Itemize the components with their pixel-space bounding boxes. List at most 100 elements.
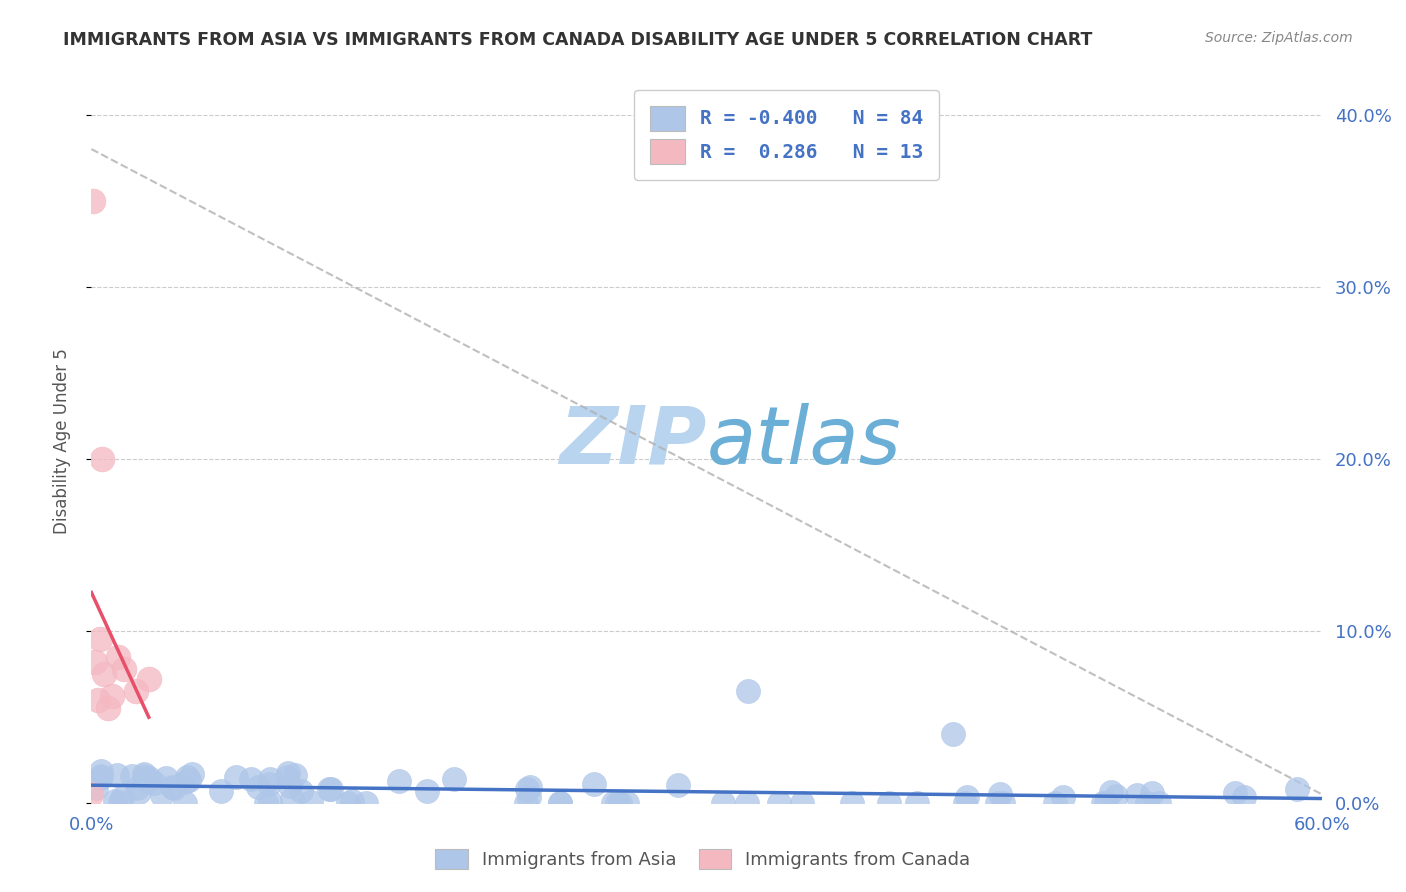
Point [177, 772, 200, 787]
Point [150, 788, 173, 802]
Point [340, 793, 363, 807]
Point [128, 784, 150, 798]
Point [142, 776, 165, 790]
Point [1136, 796, 1159, 810]
Point [942, 727, 965, 741]
Point [354, 796, 377, 810]
Point [990, 787, 1012, 801]
Point [89, 632, 111, 647]
Point [516, 782, 538, 797]
Point [986, 796, 1008, 810]
Point [121, 769, 143, 783]
Point [609, 796, 631, 810]
Legend: Immigrants from Asia, Immigrants from Canada: Immigrants from Asia, Immigrants from Ca… [426, 839, 980, 879]
Point [127, 780, 149, 795]
Point [105, 768, 128, 782]
Point [93, 666, 115, 681]
Point [737, 684, 759, 698]
Point [283, 767, 305, 781]
Point [90, 451, 112, 466]
Point [515, 796, 537, 810]
Point [1043, 796, 1066, 810]
Y-axis label: Disability Age Under 5: Disability Age Under 5 [52, 349, 70, 534]
Point [209, 784, 232, 798]
Point [225, 770, 247, 784]
Point [155, 771, 177, 785]
Point [1092, 796, 1115, 810]
Point [956, 790, 979, 805]
Point [993, 796, 1015, 810]
Text: atlas: atlas [706, 402, 901, 481]
Point [768, 796, 790, 810]
Point [841, 796, 863, 810]
Point [104, 794, 127, 808]
Point [259, 795, 281, 809]
Point [101, 689, 124, 703]
Point [519, 780, 541, 795]
Point [416, 784, 439, 798]
Point [905, 796, 928, 810]
Point [602, 796, 624, 810]
Point [97, 701, 120, 715]
Point [616, 796, 638, 810]
Point [877, 796, 900, 810]
Text: ZIP: ZIP [560, 402, 706, 481]
Point [606, 796, 628, 810]
Point [1147, 796, 1170, 810]
Point [278, 779, 301, 793]
Point [111, 791, 134, 805]
Point [443, 772, 465, 786]
Point [138, 771, 160, 785]
Point [110, 795, 132, 809]
Point [84, 781, 107, 796]
Point [711, 796, 734, 810]
Point [138, 672, 160, 686]
Point [132, 766, 155, 780]
Point [163, 781, 186, 796]
Point [176, 770, 198, 784]
Point [299, 795, 322, 809]
Point [276, 771, 298, 785]
Point [112, 662, 135, 676]
Point [1105, 789, 1128, 803]
Point [89, 772, 111, 786]
Point [90, 764, 112, 778]
Point [173, 775, 195, 789]
Text: Source: ZipAtlas.com: Source: ZipAtlas.com [1205, 31, 1353, 45]
Point [80, 787, 103, 801]
Point [82, 194, 104, 208]
Point [84, 655, 107, 669]
Point [247, 780, 270, 794]
Legend: R = -0.400   N = 84, R =  0.286   N = 13: R = -0.400 N = 84, R = 0.286 N = 13 [634, 90, 939, 180]
Point [548, 796, 571, 810]
Point [318, 782, 340, 797]
Point [86, 692, 108, 706]
Point [239, 772, 262, 787]
Point [388, 774, 411, 789]
Point [548, 796, 571, 810]
Point [1233, 789, 1256, 804]
Point [666, 778, 689, 792]
Point [290, 784, 312, 798]
Point [107, 649, 129, 664]
Point [90, 769, 112, 783]
Point [1095, 796, 1118, 810]
Point [1126, 788, 1149, 802]
Point [1285, 782, 1308, 797]
Point [319, 782, 342, 797]
Point [125, 684, 148, 698]
Point [259, 772, 281, 786]
Point [180, 767, 202, 781]
Point [735, 796, 758, 810]
Point [1223, 786, 1246, 800]
Point [136, 773, 159, 788]
Text: IMMIGRANTS FROM ASIA VS IMMIGRANTS FROM CANADA DISABILITY AGE UNDER 5 CORRELATIO: IMMIGRANTS FROM ASIA VS IMMIGRANTS FROM … [63, 31, 1092, 49]
Point [254, 796, 277, 810]
Point [173, 796, 195, 810]
Point [1099, 785, 1122, 799]
Point [955, 796, 977, 810]
Point [517, 789, 540, 804]
Point [583, 777, 606, 791]
Point [281, 792, 304, 806]
Point [1140, 786, 1163, 800]
